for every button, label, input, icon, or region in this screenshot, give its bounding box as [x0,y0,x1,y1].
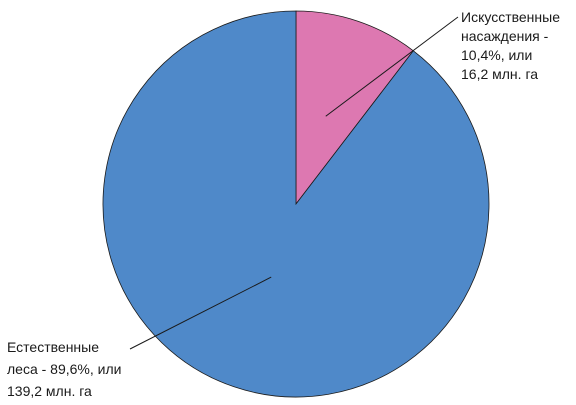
slice-label-line: 16,2 млн. га [461,66,538,82]
slice-label-line: Естественные [7,339,99,355]
leader-line-natural [129,276,272,350]
slice-label-artificial: Искусственные насаждения - 10,4%, или 16,2 … [461,9,560,82]
pie-slice-artificial [295,10,414,206]
slice-label-natural: Естественные леса - 89,6%, или 139,2 млн. … [7,339,121,399]
slice-label-line: Искусственные [461,9,560,25]
slice-label-line: леса - 89,6%, или [7,361,121,377]
slices-layer [102,10,490,398]
slice-label-line: насаждения - [461,28,549,44]
pie-slice-natural [102,10,490,398]
leader-line-artificial [325,16,459,117]
slice-label-line: 10,4%, или [461,47,532,63]
slice-label-line: 139,2 млн. га [7,383,92,399]
labels-layer: Искусственные насаждения - 10,4%, или 16,2 … [7,9,560,399]
leader-lines-layer [129,16,459,350]
